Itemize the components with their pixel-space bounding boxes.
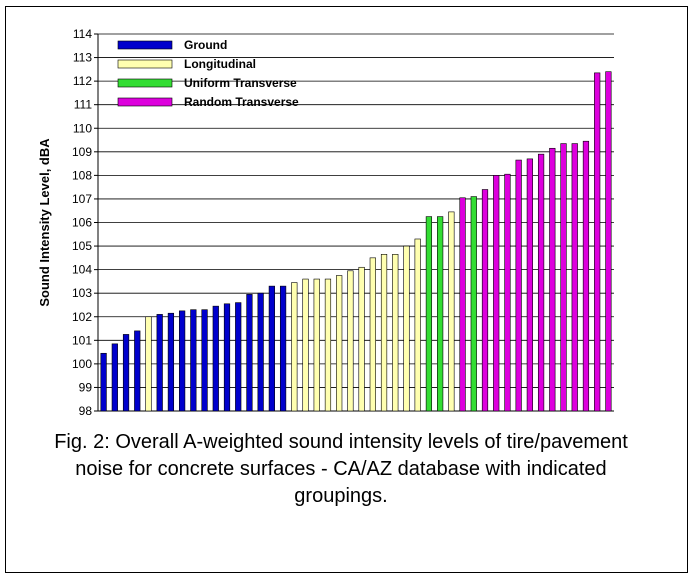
- bar: [223, 303, 231, 412]
- legend-swatch: [117, 40, 173, 50]
- y-tick-label: 98: [79, 404, 93, 418]
- bar: [549, 147, 556, 412]
- y-tick-label: 111: [74, 98, 93, 112]
- bar: [145, 316, 152, 412]
- y-tick-label: 103: [72, 286, 92, 300]
- y-tick-label: 114: [73, 27, 92, 41]
- bar: [302, 278, 309, 412]
- bar: [414, 238, 421, 412]
- bar: [291, 282, 298, 412]
- bar: [179, 310, 186, 412]
- bar: [336, 275, 343, 412]
- y-tick-label: 105: [72, 239, 92, 253]
- bar: [448, 211, 455, 412]
- bar: [481, 189, 489, 412]
- bar: [156, 314, 163, 412]
- figure-caption: Fig. 2: Overall A-weighted sound intensi…: [54, 431, 628, 507]
- legend-swatch: [117, 78, 173, 88]
- y-tick-label: 113: [73, 51, 92, 65]
- bar: [167, 312, 175, 412]
- bar-chart: 98 99 100 101 102 103 104 105 106 107 108 109 110 111…: [37, 27, 614, 418]
- bar: [134, 330, 141, 412]
- bar: [392, 254, 399, 412]
- bar: [235, 302, 242, 412]
- bar: [571, 143, 578, 412]
- legend-label: Random Transverse: [184, 95, 299, 109]
- bar: [459, 197, 466, 412]
- bar: [403, 245, 410, 412]
- bar: [582, 140, 590, 412]
- y-tick-label: 99: [79, 380, 93, 394]
- bar: [313, 278, 320, 412]
- y-tick-label: 100: [72, 357, 92, 371]
- bar: [504, 173, 511, 412]
- legend-label: Longitudinal: [184, 57, 256, 71]
- bar: [111, 343, 118, 412]
- bar: [100, 352, 107, 412]
- bar: [212, 305, 219, 412]
- bar: [493, 175, 500, 412]
- bar: [515, 159, 522, 412]
- y-tick-label: 107: [72, 192, 92, 206]
- bar: [190, 309, 197, 412]
- bar: [122, 334, 130, 412]
- bar: [358, 266, 365, 412]
- bar: [324, 278, 332, 412]
- y-tick-label: 108: [72, 168, 92, 182]
- figure-frame: 98 99 100 101 102 103 104 105 106 107 108 109 110 111…: [5, 6, 688, 573]
- bar: [268, 285, 275, 412]
- y-tick-label: 102: [72, 310, 92, 324]
- legend-label: Ground: [184, 38, 227, 52]
- bar: [437, 216, 444, 412]
- y-axis-label: Sound Intensity Level, dBA: [37, 138, 52, 307]
- bar: [347, 270, 354, 412]
- y-tick-label: 112: [73, 74, 92, 88]
- y-tick-label: 110: [73, 121, 92, 135]
- bar: [526, 158, 533, 412]
- bar: [594, 72, 601, 412]
- bar: [201, 309, 208, 412]
- bar: [369, 257, 376, 412]
- y-tick-label: 101: [72, 333, 92, 347]
- bar: [537, 153, 545, 412]
- legend-swatch: [117, 59, 173, 69]
- bar: [380, 254, 388, 412]
- legend-label: Uniform Transverse: [184, 76, 297, 90]
- bar: [279, 285, 287, 412]
- y-tick-label: 106: [72, 216, 92, 230]
- bar: [246, 294, 253, 412]
- bar: [560, 143, 567, 412]
- bar: [470, 196, 477, 412]
- y-tick-label: 109: [72, 145, 92, 159]
- y-tick-label: 104: [72, 263, 92, 277]
- bar: [425, 216, 433, 412]
- bar: [605, 71, 612, 412]
- legend-swatch: [117, 97, 173, 107]
- bar: [257, 292, 264, 412]
